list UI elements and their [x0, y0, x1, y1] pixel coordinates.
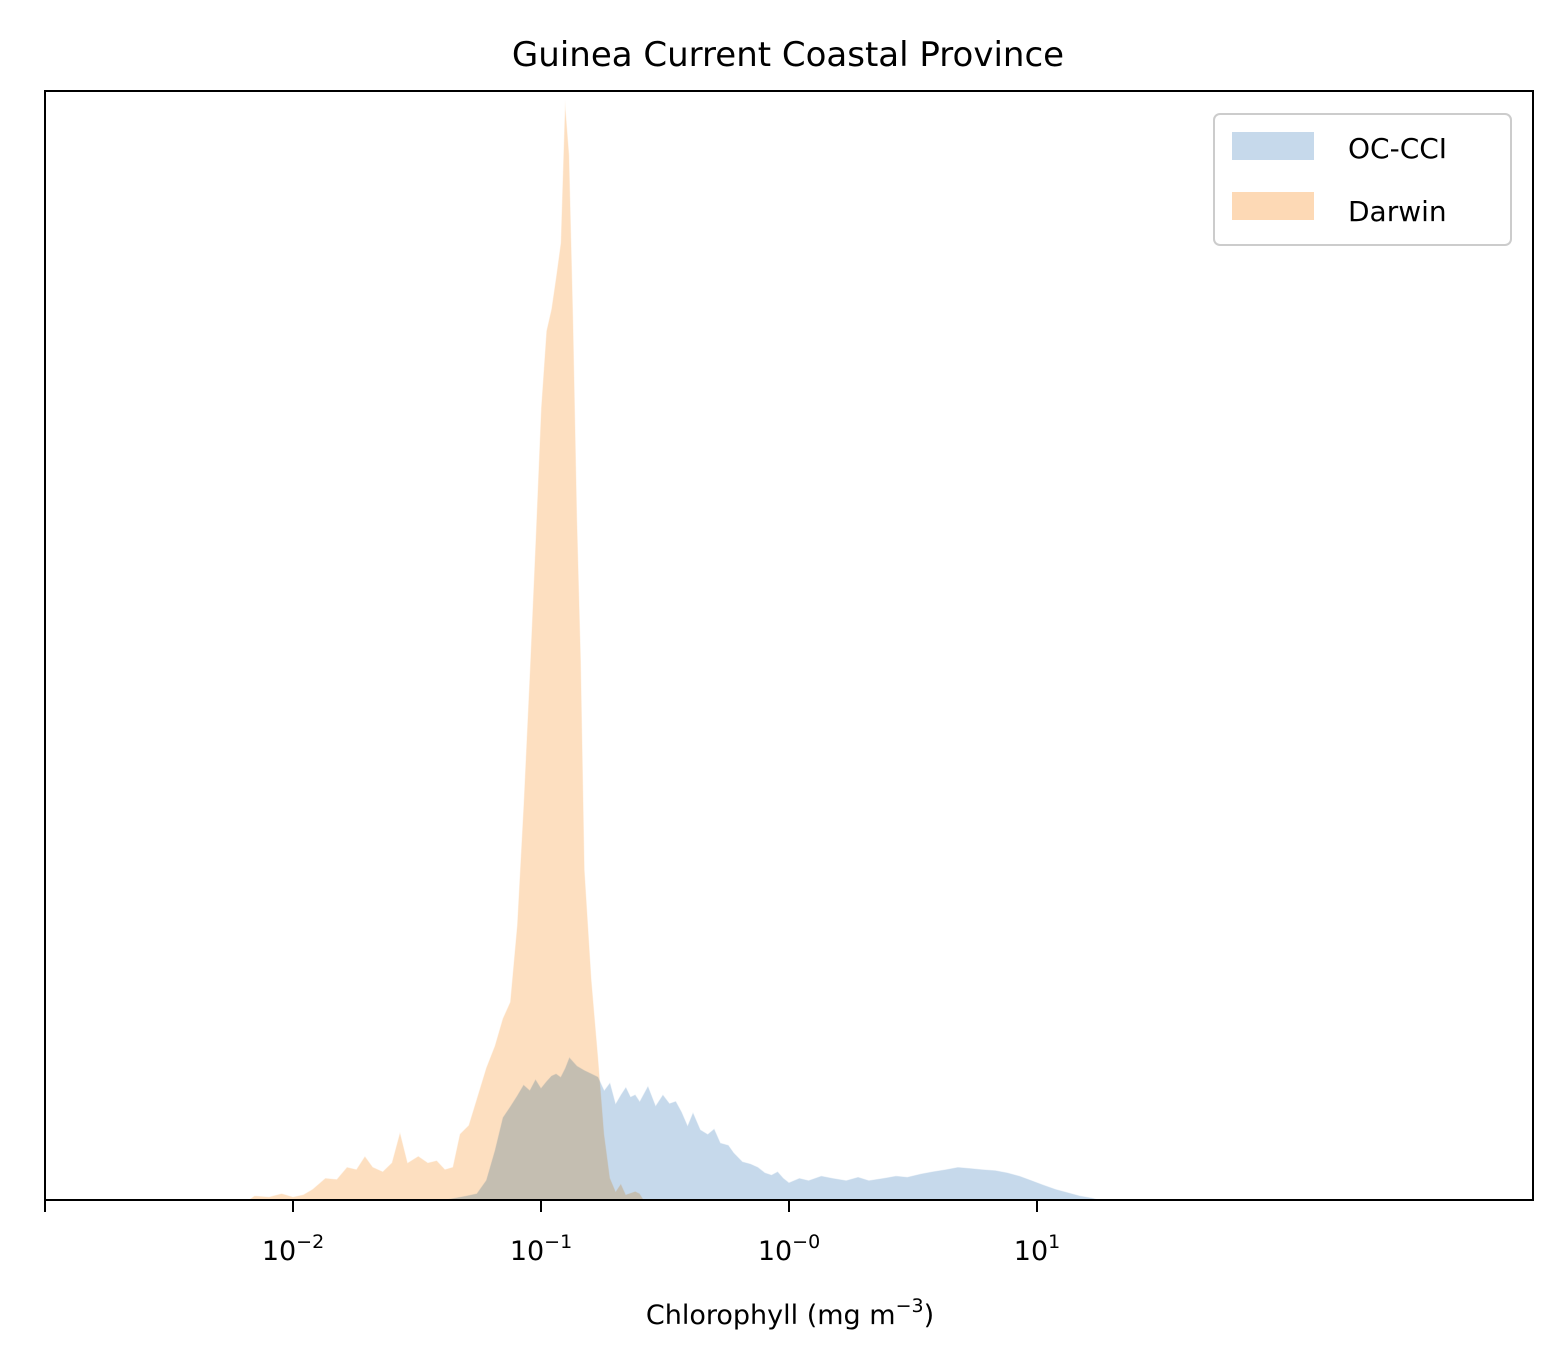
legend-label-darwin: Darwin	[1348, 195, 1447, 228]
plot-frame	[44, 90, 1534, 1201]
legend: OC-CCI Darwin	[1213, 113, 1512, 246]
x-axis-label-exponent: −3	[896, 1295, 924, 1317]
x-tick-label-1: 10−1	[510, 1231, 572, 1267]
x-tick-label-2: 10−0	[758, 1231, 820, 1267]
x-axis: 10−2 10−1 10−0 101	[44, 1200, 1060, 1267]
x-axis-label-main: Chlorophyll (mg m	[646, 1300, 896, 1331]
legend-label-oc-cci: OC-CCI	[1348, 132, 1447, 165]
plot-area	[246, 99, 1101, 1201]
x-axis-label: Chlorophyll (mg m−3)	[646, 1295, 934, 1331]
x-tick-label-3: 101	[1014, 1231, 1060, 1267]
x-axis-label-suffix: )	[924, 1300, 935, 1331]
area-darwin	[246, 99, 645, 1201]
chart-title: Guinea Current Coastal Province	[512, 35, 1064, 75]
x-tick-label-0: 10−2	[262, 1231, 324, 1267]
legend-swatch-oc-cci	[1232, 132, 1314, 160]
legend-swatch-darwin	[1232, 192, 1314, 220]
